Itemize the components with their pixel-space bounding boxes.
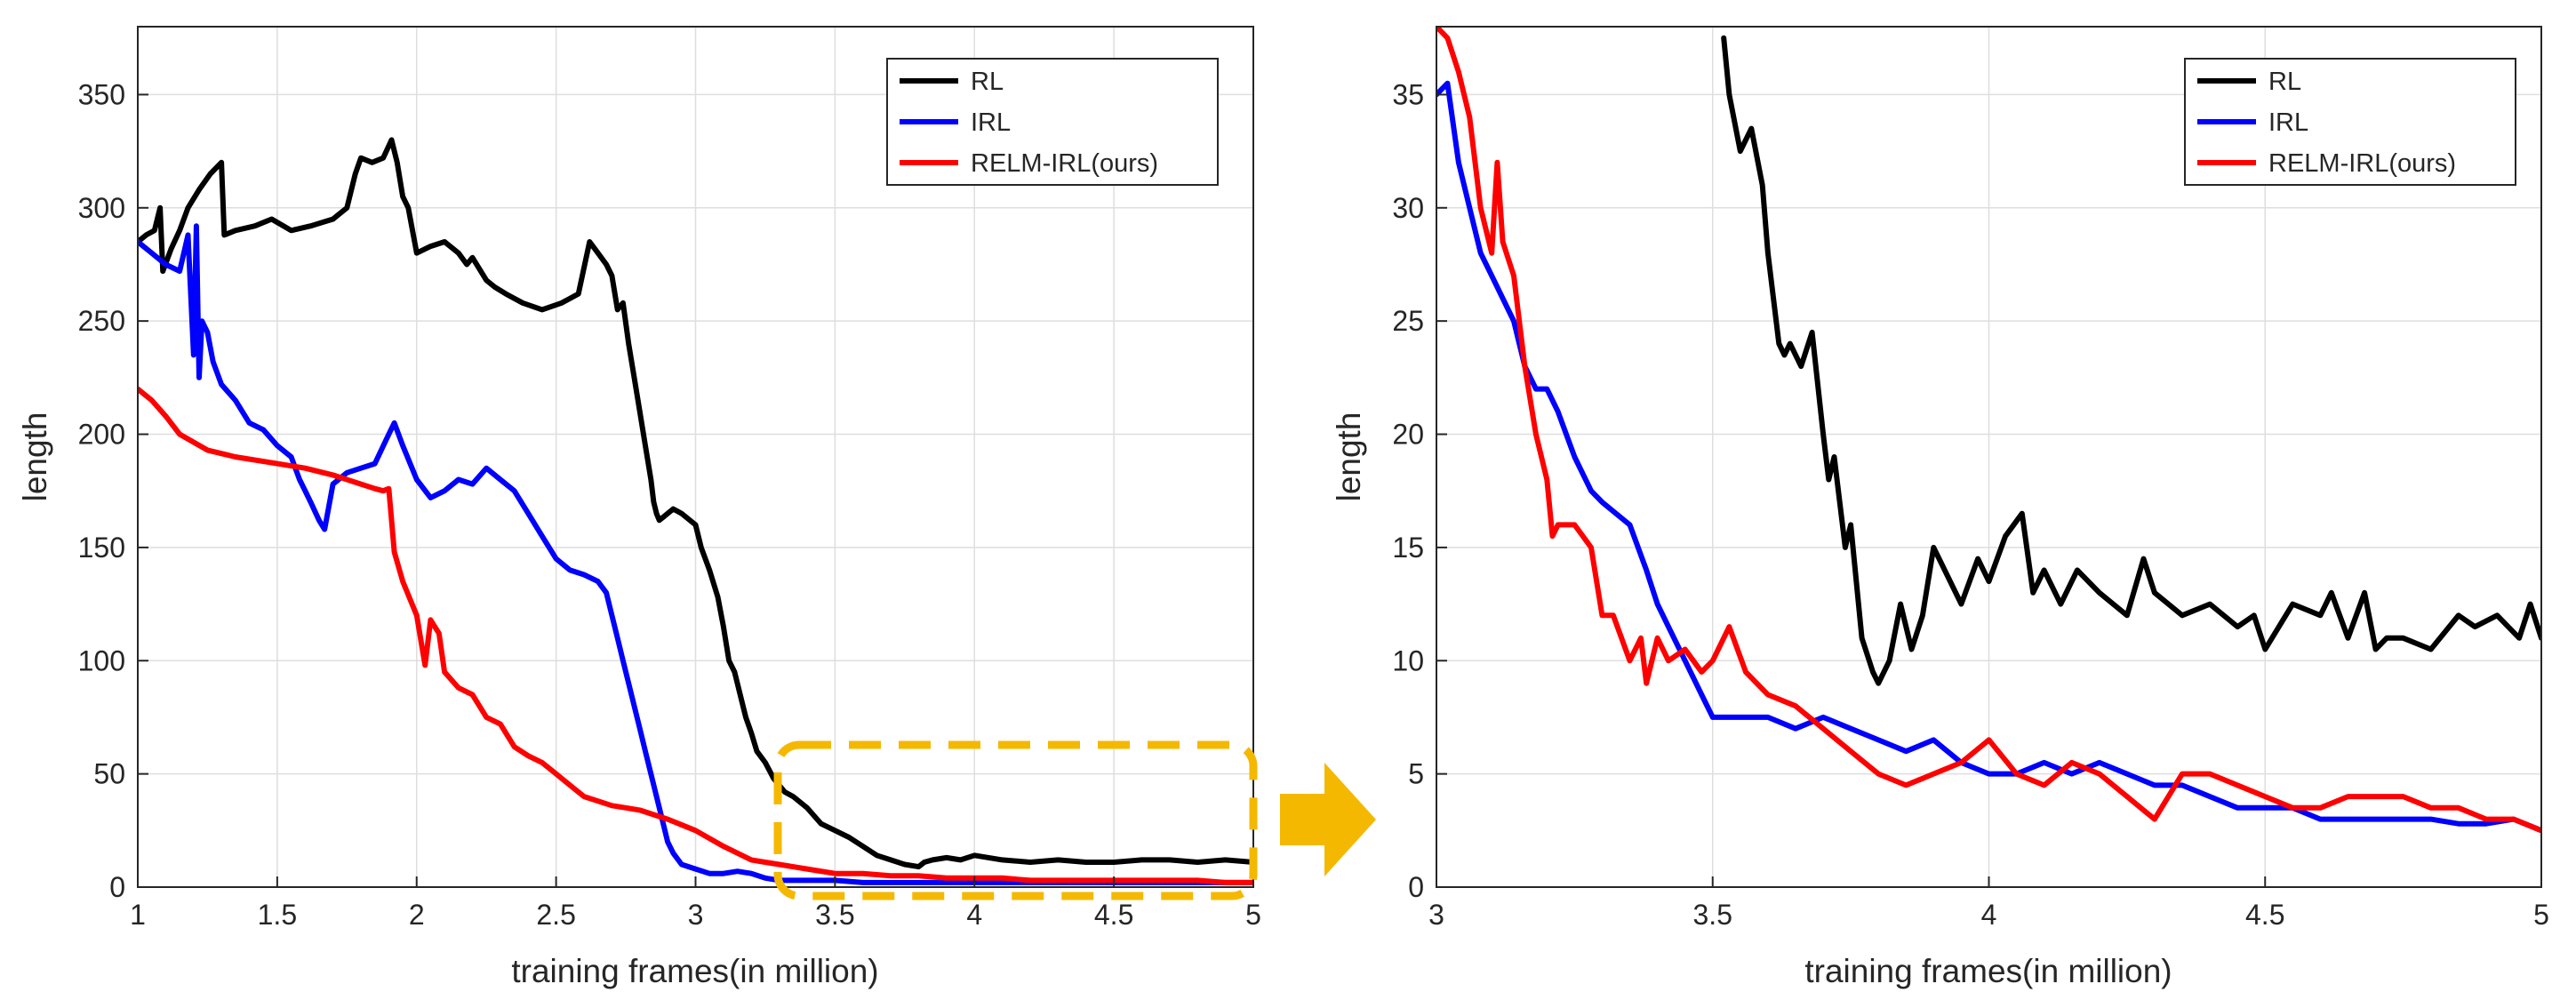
- right-x-tick-label: 4.5: [2245, 899, 2284, 931]
- left-x-tick-label: 4: [966, 899, 982, 931]
- right-y-tick-label: 15: [1392, 532, 1424, 564]
- right-series-rl: [1721, 35, 2541, 686]
- zoom-highlight-box: [773, 740, 1258, 900]
- left-x-tick-label: 3: [688, 899, 704, 931]
- left-x-tick-label: 1: [130, 899, 146, 931]
- right-x-tick-label: 5: [2533, 899, 2549, 931]
- left-series-irl: [138, 223, 1253, 885]
- left-y-tick-label: 150: [78, 532, 125, 564]
- left-y-axis-title: length: [17, 412, 53, 502]
- left-legend: RL IRL RELM-IRL(ours): [886, 58, 1219, 186]
- right-axes-frame: [1436, 26, 2542, 888]
- left-x-axis-title: training frames(in million): [511, 953, 878, 989]
- right-legend-rl-label: RL: [2268, 68, 2301, 96]
- right-y-tick-label: 25: [1392, 305, 1424, 337]
- left-x-tick-label: 1.5: [258, 899, 297, 931]
- right-y-tick-label: 30: [1392, 192, 1424, 224]
- left-series-relm-irl-ours: [138, 386, 1253, 885]
- left-legend-rl-label: RL: [971, 68, 1004, 96]
- left-y-tick-label: 250: [78, 305, 125, 337]
- right-legend-relm-label: RELM-IRL(ours): [2268, 149, 2456, 178]
- left-y-tick-label: 300: [78, 192, 125, 224]
- left-legend-relm-label: RELM-IRL(ours): [971, 149, 1158, 178]
- left-x-tick-label: 2.5: [536, 899, 575, 931]
- right-y-tick-label: 5: [1408, 758, 1424, 790]
- right-ticks: 3 3.5 4 4.5 5 0 5 10 15 20 25 30 35: [1392, 78, 2548, 931]
- right-chart: 3 3.5 4 4.5 5 0 5 10 15 20 25 30 35 RL IRL RELM-IRL(…: [1331, 26, 2549, 989]
- right-y-tick-label: 35: [1392, 78, 1424, 110]
- zoom-arrow-icon: [1280, 763, 1376, 876]
- left-x-tick-label: 2: [409, 899, 425, 931]
- right-y-axis-title: length: [1331, 412, 1367, 502]
- right-series-relm-irl-ours: [1436, 27, 2541, 834]
- right-series-irl: [1436, 80, 2541, 834]
- right-legend: RL IRL RELM-IRL(ours): [2184, 58, 2516, 186]
- right-legend-irl-label: IRL: [2268, 108, 2308, 137]
- right-y-tick-label: 10: [1392, 644, 1424, 676]
- left-y-tick-label: 0: [109, 871, 125, 903]
- left-y-tick-label: 100: [78, 644, 125, 676]
- right-x-tick-label: 4: [1981, 899, 1997, 931]
- left-x-tick-label: 3.5: [815, 899, 854, 931]
- left-series-rl: [138, 137, 1253, 870]
- left-y-tick-label: 200: [78, 419, 125, 451]
- right-x-tick-label: 3.5: [1693, 899, 1732, 931]
- right-x-tick-label: 3: [1428, 899, 1444, 931]
- left-axes-frame: [137, 26, 1254, 888]
- right-series: [1436, 27, 2541, 834]
- right-y-tick-label: 20: [1392, 419, 1424, 451]
- left-y-tick-label: 350: [78, 78, 125, 110]
- left-y-tick-label: 50: [93, 758, 125, 790]
- right-y-tick-label: 0: [1408, 871, 1424, 903]
- left-x-tick-label: 5: [1245, 899, 1261, 931]
- left-legend-irl-label: IRL: [971, 108, 1011, 137]
- left-x-tick-label: 4.5: [1094, 899, 1133, 931]
- right-x-axis-title: training frames(in million): [1804, 953, 2172, 989]
- left-series: [138, 137, 1253, 885]
